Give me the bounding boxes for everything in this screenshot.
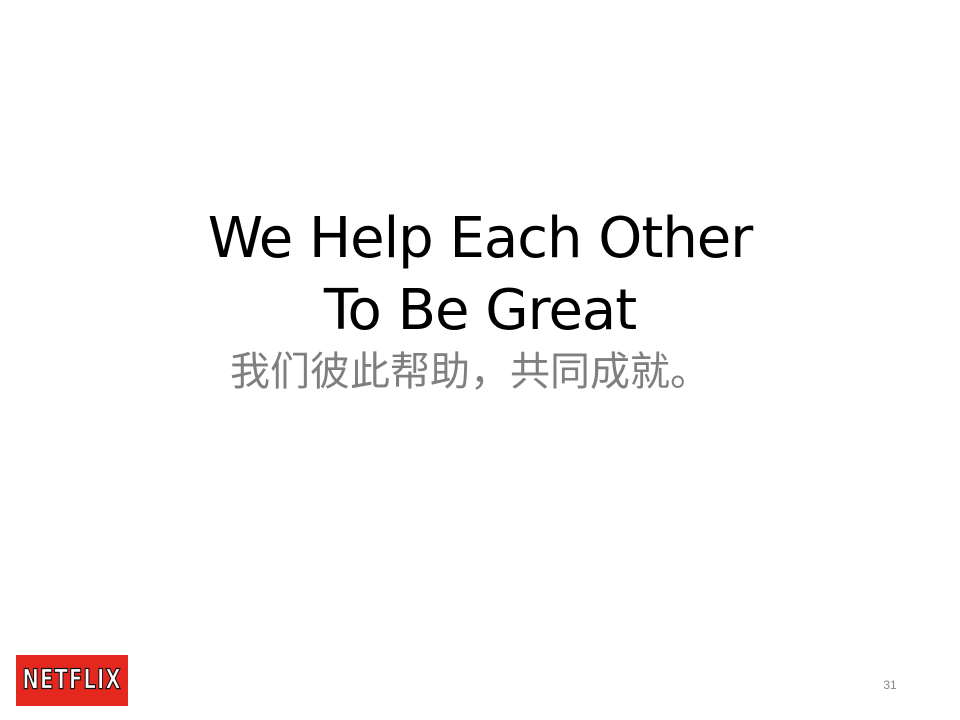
logo-text: NETFLIX: [22, 664, 122, 697]
page-number: 31: [883, 678, 897, 692]
slide-subtitle: 我们彼此帮助，共同成就。: [230, 349, 710, 395]
title-line-2: To Be Great: [323, 278, 637, 343]
title-line-1: We Help Each Other: [207, 206, 754, 271]
netflix-logo: NETFLIX: [16, 655, 128, 706]
slide-title: We Help Each Other To Be Great: [0, 203, 960, 347]
